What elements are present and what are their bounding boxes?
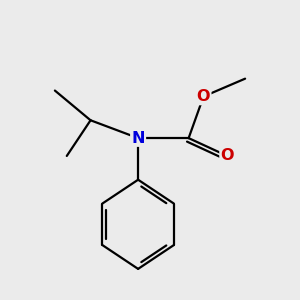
Text: N: N [131, 130, 145, 146]
Text: O: O [220, 148, 234, 164]
Text: O: O [197, 89, 210, 104]
